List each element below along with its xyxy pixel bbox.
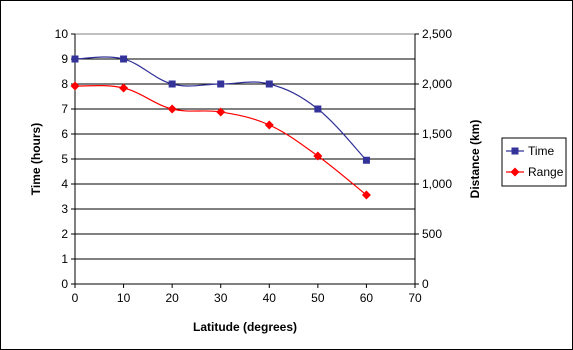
y-left-tick-label: 10 [55,27,69,41]
y-left-tick-label: 8 [61,77,68,91]
y-left-tick-label: 1 [61,252,68,266]
data-point-time [314,105,322,113]
x-tick-label: 50 [311,291,325,305]
legend-label-range: Range [528,165,564,179]
y-left-tick-label: 6 [61,127,68,141]
y-right-tick-label: 1,000 [422,177,452,191]
y-left-tick-label: 0 [61,277,68,291]
data-point-range [216,107,226,117]
data-point-range [119,83,129,93]
y-left-tick-label: 3 [61,202,68,216]
x-tick-label: 10 [117,291,131,305]
y-axis-left-title: Time (hours) [29,123,43,195]
legend-item-time: Time [506,144,555,158]
data-point-time [120,55,128,63]
x-tick-label: 70 [408,291,422,305]
series-range [70,81,371,200]
legend-item-range: Range [506,165,564,179]
legend-marker-time [511,147,519,155]
y-right-tick-label: 2,000 [422,77,452,91]
x-tick-label: 20 [165,291,179,305]
data-point-time [362,156,370,164]
x-tick-label: 60 [360,291,374,305]
x-tick-label: 30 [214,291,228,305]
y-left-tick-label: 9 [61,52,68,66]
data-point-range [313,151,323,161]
y-right-tick-label: 500 [422,227,442,241]
data-point-range [70,81,80,91]
data-point-range [361,190,371,200]
y-axis-right-title: Distance (km) [468,120,482,199]
data-point-range [167,104,177,114]
data-point-time [265,80,273,88]
legend: Time Range [501,137,567,187]
x-axis-title: Latitude (degrees) [193,320,297,334]
y-left-tick-label: 7 [61,102,68,116]
y-left-tick-label: 4 [61,177,68,191]
y-right-tick-label: 0 [422,277,429,291]
axes: 0 1 2 3 4 5 6 7 8 9 10 0 500 1,000 1,500 2,000 2,500 0 10 2… [55,27,453,305]
y-right-tick-label: 2,500 [422,27,452,41]
data-point-time [217,80,225,88]
data-point-time [71,55,79,63]
y-right-tick-label: 1,500 [422,127,452,141]
data-point-time [168,80,176,88]
x-tick-label: 0 [72,291,79,305]
data-point-range [264,120,274,130]
legend-marker-range [510,167,520,177]
x-tick-label: 40 [263,291,277,305]
series-layer [70,55,371,200]
legend-label-time: Time [528,144,555,158]
series-time [71,55,370,164]
y-left-tick-label: 2 [61,227,68,241]
y-left-tick-label: 5 [61,152,68,166]
legend-box [501,137,567,187]
